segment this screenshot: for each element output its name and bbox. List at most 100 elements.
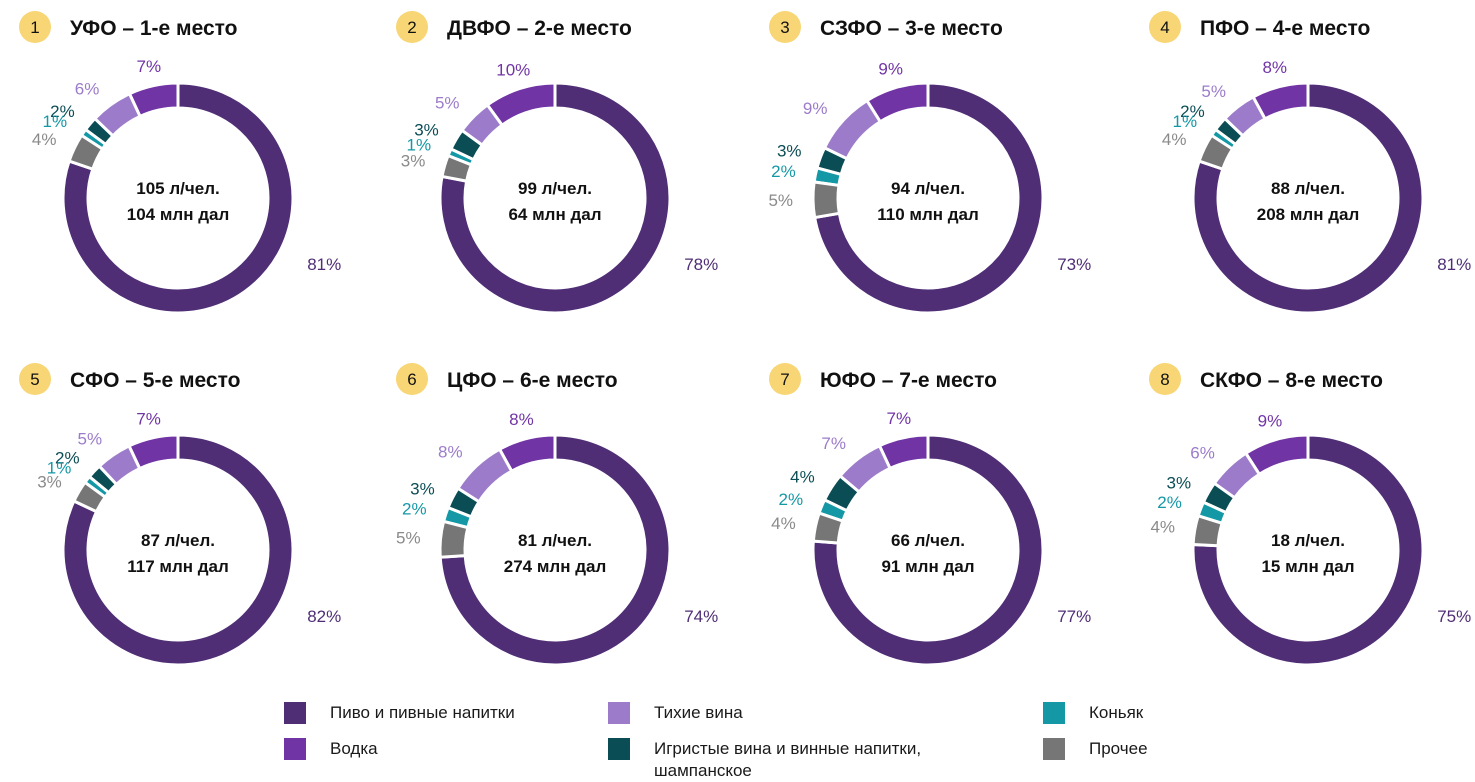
label-beer: 74% — [684, 607, 718, 626]
label-other: 4% — [771, 514, 796, 533]
legend-label: Коньяк — [1089, 703, 1144, 722]
rank-badge-circle — [19, 11, 51, 43]
segment-still_wine — [1212, 451, 1262, 500]
donut-chart-8: 8 СКФО – 8-е место 75% 9% 6% 3%2% 4% 18 л/чел. 1… — [1149, 363, 1471, 667]
label-other: 5% — [768, 191, 793, 210]
label-still_wine: 5% — [435, 94, 460, 113]
label-beer: 77% — [1057, 607, 1091, 626]
label-still_wine: 6% — [75, 79, 100, 98]
legend-label: Игристые вина и винные напитки, шампанск… — [654, 739, 922, 780]
center-volume: 91 млн дал — [881, 557, 974, 576]
chart-title: ДВФО – 2-е место — [447, 17, 632, 40]
legend-label: Водка — [330, 739, 378, 758]
donut-chart-3: 3 СЗФО – 3-е место 73% 9% 9% 3%2% 5% 94 л/чел. 1… — [768, 11, 1091, 315]
segment-still_wine — [459, 102, 505, 148]
label-vodka: 8% — [509, 410, 534, 429]
segment-sparkling — [822, 473, 862, 513]
rank-badge-circle — [769, 363, 801, 395]
chart-title: СФО – 5-е место — [70, 369, 240, 392]
segment-still_wine — [92, 91, 143, 138]
segment-beer — [1191, 433, 1425, 667]
segment-other — [811, 180, 842, 220]
center-volume: 15 млн дал — [1261, 557, 1354, 576]
label-vodka: 8% — [1262, 58, 1287, 77]
donut-chart-4: 4 ПФО – 4-е место 81% 8% 5%2%1%4% 88 л/чел. 20… — [1149, 11, 1471, 315]
label-other: 3% — [401, 151, 426, 170]
legend-item-beer: Пиво и пивные напитки — [284, 702, 515, 724]
label-sparkling: 2% — [50, 102, 75, 121]
legend-item-cognac: Коньяк — [1043, 702, 1143, 724]
center-volume: 110 млн дал — [877, 205, 979, 224]
segment-other — [440, 153, 474, 183]
donut-chart-1: 1 УФО – 1-е место 81% 7% 6%2%1%4% 105 л/чел. 1… — [19, 11, 341, 315]
segment-beer — [438, 81, 672, 315]
rank-badge-circle — [19, 363, 51, 395]
label-sparkling: 3% — [777, 142, 802, 161]
segment-beer — [438, 433, 672, 667]
label-other: 4% — [1150, 518, 1175, 537]
rank-badge-number: 3 — [780, 18, 789, 37]
label-still_wine: 6% — [1190, 443, 1215, 462]
rank-badge: 6 — [396, 363, 428, 395]
label-still_wine: 7% — [821, 434, 846, 453]
label-still_wine: 5% — [78, 429, 103, 448]
label-vodka: 7% — [137, 57, 162, 76]
label-cognac: 2% — [771, 162, 796, 181]
rank-badge-number: 4 — [1160, 18, 1169, 37]
label-cognac: 1% — [47, 458, 72, 477]
legend-swatch — [284, 702, 306, 724]
rank-badge: 8 — [1149, 363, 1181, 395]
legend-swatch — [608, 702, 630, 724]
center-per-capita: 87 л/чел. — [141, 531, 215, 550]
segment-other — [811, 511, 845, 545]
label-beer: 81% — [307, 255, 341, 274]
donut-segments — [61, 433, 295, 667]
legend: Пиво и пивные напитки Водка Тихие вина Игри… — [0, 690, 1475, 782]
segment-beer — [1191, 81, 1425, 315]
donut-chart-5: 5 СФО – 5-е место 82% 7% 5%2%1%3% 87 л/чел. 11… — [19, 363, 341, 667]
donut-segments — [811, 433, 1045, 667]
rank-badge: 2 — [396, 11, 428, 43]
label-cognac: 1% — [1173, 112, 1198, 131]
segment-other — [1191, 513, 1224, 548]
center-per-capita: 18 л/чел. — [1271, 531, 1345, 550]
chart-title: ЮФО – 7-е место — [820, 369, 997, 392]
rank-badge: 5 — [19, 363, 51, 395]
label-vodka: 9% — [878, 59, 903, 78]
label-cognac: 1% — [43, 112, 68, 131]
label-beer: 73% — [1057, 255, 1091, 274]
rank-badge-circle — [396, 11, 428, 43]
donut-segments — [61, 81, 295, 315]
rank-badge-number: 6 — [407, 370, 416, 389]
segment-other — [67, 133, 105, 172]
chart-title: УФО – 1-е место — [70, 17, 238, 40]
label-still_wine: 8% — [438, 443, 463, 462]
rank-badge-number: 8 — [1160, 370, 1169, 389]
segment-other — [71, 480, 108, 514]
donut-segments — [438, 433, 672, 667]
donut-chart-2: 2 ДВФО – 2-е место 78% 10% 5% 3%1%3% 99 л/чел.… — [396, 11, 718, 315]
center-per-capita: 105 л/чел. — [136, 179, 219, 198]
rank-badge-number: 2 — [407, 18, 416, 37]
label-sparkling: 3% — [410, 480, 435, 499]
rank-badge-circle — [396, 363, 428, 395]
rank-badge-number: 5 — [30, 370, 39, 389]
legend-item-other: Прочее — [1043, 738, 1148, 760]
center-per-capita: 66 л/чел. — [891, 531, 965, 550]
label-beer: 78% — [684, 255, 718, 274]
donut-segments — [811, 81, 1045, 315]
label-cognac: 2% — [402, 499, 427, 518]
segment-other — [438, 519, 470, 559]
rank-badge: 3 — [769, 11, 801, 43]
segment-vodka — [127, 433, 180, 471]
label-other: 3% — [37, 472, 62, 491]
rank-badge-number: 7 — [780, 370, 789, 389]
segment-other — [1197, 133, 1235, 172]
label-still_wine: 9% — [803, 99, 828, 118]
donut-segments — [438, 81, 672, 315]
segment-vodka — [1251, 81, 1310, 121]
segment-vodka — [485, 81, 557, 128]
legend-swatch — [284, 738, 306, 760]
segment-vodka — [127, 81, 180, 119]
